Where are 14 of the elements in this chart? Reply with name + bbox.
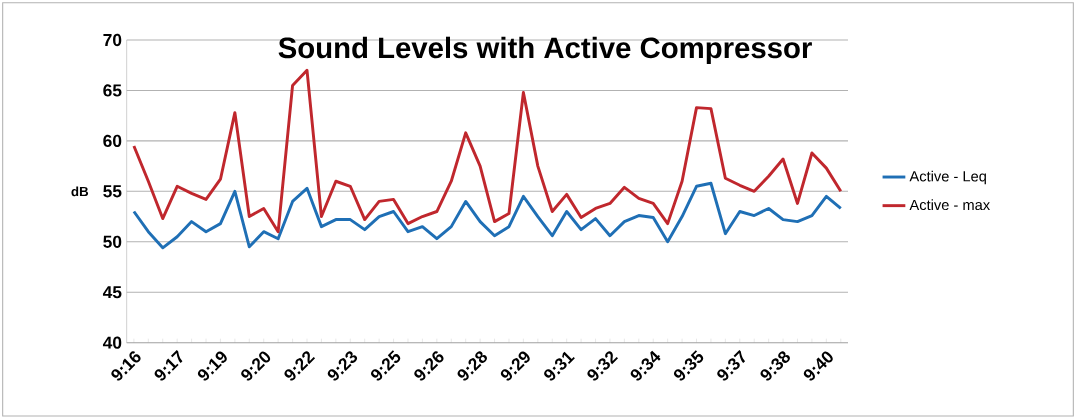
y-tick-label: 65 (103, 84, 122, 97)
y-tick-label: 50 (103, 235, 122, 249)
y-tick-label: 40 (102, 336, 122, 349)
legend-label: Active - max (909, 199, 990, 211)
y-axis-title: dB (71, 186, 89, 197)
line-series (132, 181, 843, 250)
chart-title: Sound Levels with Active Compressor (278, 36, 812, 65)
line-series (132, 68, 843, 234)
legend-label: Active - Leq (909, 170, 986, 185)
x-tick-label: 9:31 (544, 351, 575, 381)
y-tick-label: 60 (103, 134, 122, 148)
y-tick-label: 45 (102, 286, 122, 299)
y-tick-label: 70 (103, 34, 122, 47)
y-tick-label: 55 (103, 185, 122, 198)
